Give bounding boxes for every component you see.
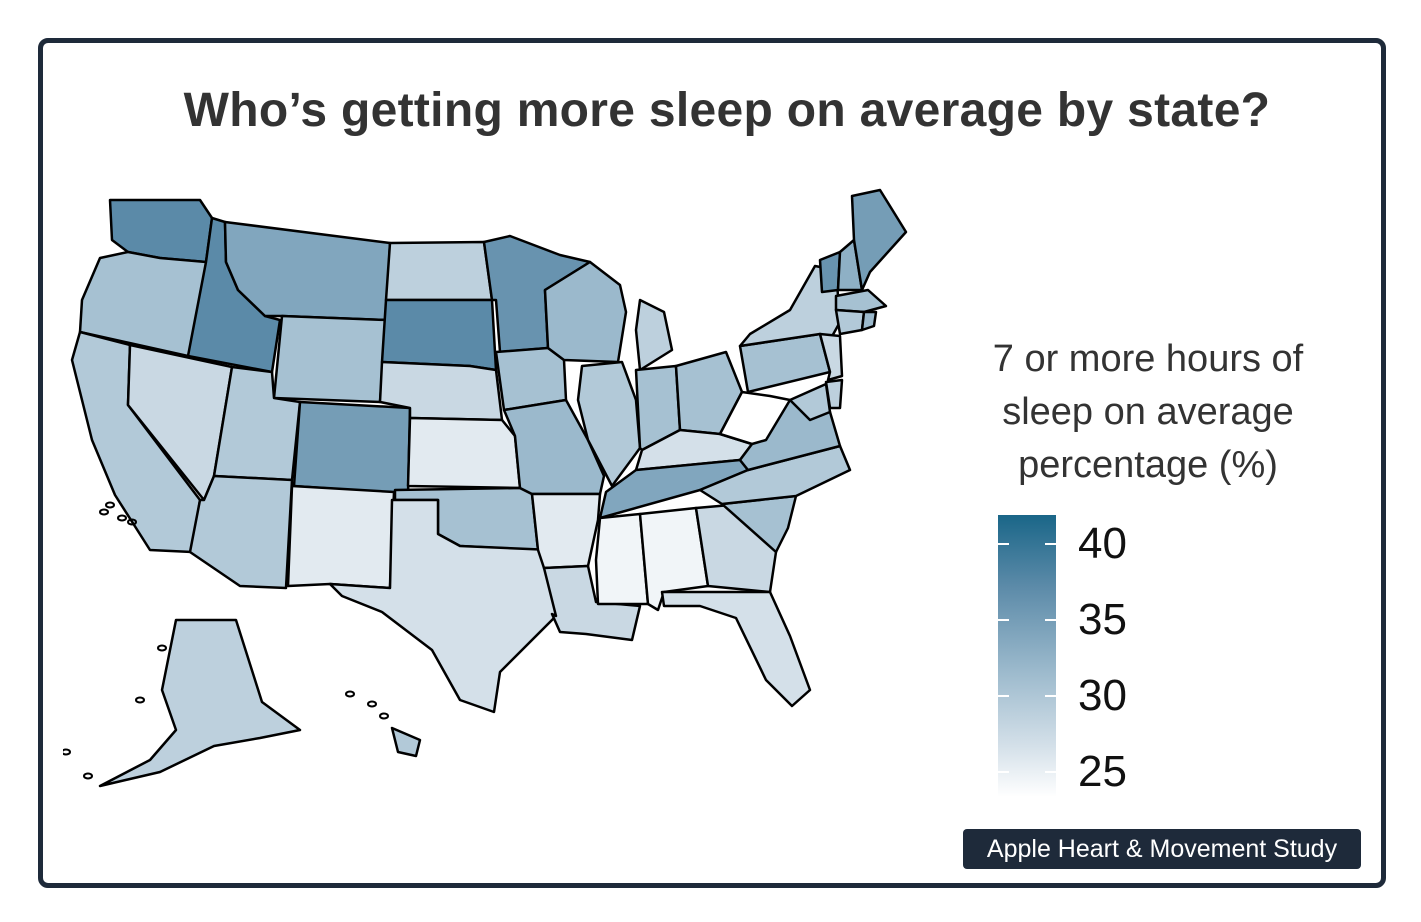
legend-color-bar	[998, 515, 1056, 797]
state-maryland	[788, 382, 832, 422]
state-new-jersey	[818, 332, 844, 382]
legend-title-line-2: sleep on average	[1002, 391, 1294, 433]
state-new-mexico	[286, 484, 396, 590]
state-south-dakota	[380, 298, 498, 372]
state-wisconsin	[543, 260, 628, 364]
legend-tick-label-25: 25	[1078, 747, 1127, 796]
state-hawaii	[390, 726, 422, 758]
state-connecticut	[834, 308, 866, 336]
state-michigan	[634, 298, 674, 372]
state-north-dakota	[384, 240, 494, 302]
us-choropleth-map	[63, 188, 908, 788]
island-4	[63, 748, 71, 756]
state-colorado	[292, 400, 412, 496]
legend-tick-label-40: 40	[1078, 519, 1127, 568]
island-8	[345, 690, 355, 698]
island-2	[117, 514, 127, 522]
figure-frame: Who’s getting more sleep on average by s…	[38, 38, 1386, 888]
island-3	[127, 518, 137, 526]
state-kansas	[406, 416, 522, 490]
legend-title-line-3: percentage (%)	[1018, 444, 1278, 486]
island-5	[83, 772, 93, 780]
legend-tick-label-30: 30	[1078, 671, 1127, 720]
state-illinois	[576, 360, 642, 488]
legend-title: 7 or more hours of sleep on average perc…	[948, 333, 1348, 492]
state-rhode-island	[860, 310, 878, 332]
state-west-virginia	[718, 390, 792, 446]
state-arkansas	[530, 492, 602, 570]
island-7	[157, 644, 167, 652]
island-9	[367, 700, 377, 708]
island-6	[135, 696, 145, 704]
state-louisiana	[542, 564, 642, 642]
state-florida	[660, 590, 812, 708]
island-1	[99, 508, 109, 516]
state-wyoming	[272, 314, 388, 404]
chart-title: Who’s getting more sleep on average by s…	[183, 84, 1271, 137]
island-0	[105, 501, 115, 509]
legend-tick-label-35: 35	[1078, 595, 1127, 644]
state-massachusetts	[834, 288, 888, 314]
source-badge: Apple Heart & Movement Study	[963, 829, 1361, 869]
state-texas	[328, 498, 558, 714]
legend-title-line-1: 7 or more hours of	[992, 338, 1304, 380]
state-alaska	[98, 618, 302, 788]
state-iowa	[494, 346, 568, 412]
state-maine	[850, 188, 908, 292]
state-mississippi	[594, 512, 650, 606]
island-10	[379, 712, 389, 720]
